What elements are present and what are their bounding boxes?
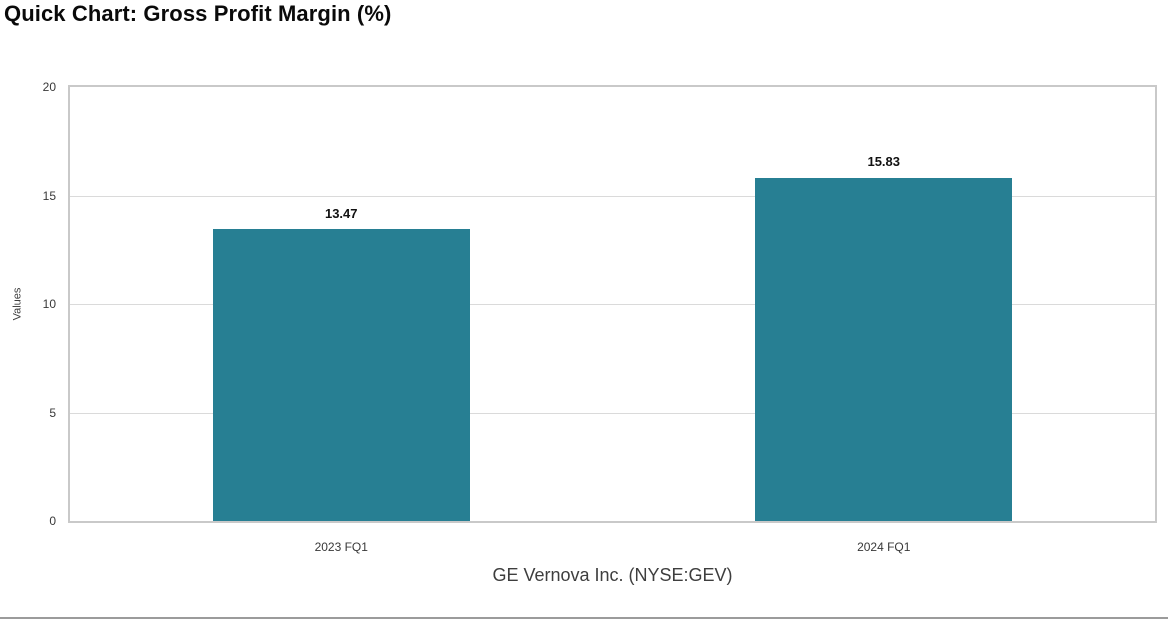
bottom-divider: [0, 617, 1168, 619]
x-axis-title: GE Vernova Inc. (NYSE:GEV): [492, 565, 733, 585]
bar-2024-fq1: [755, 177, 1013, 521]
y-tick-label-0: 0: [49, 514, 56, 528]
gridline-y-5: [70, 412, 1155, 414]
chart-title: Quick Chart: Gross Profit Margin (%): [4, 1, 392, 26]
bar-value-label-2024-fq1: 15.83: [867, 154, 901, 170]
bar-2023-fq1: [212, 228, 470, 521]
y-tick-label-5: 5: [49, 405, 56, 420]
y-tick-label-10: 10: [42, 297, 56, 311]
bar-value-label-2023-fq1: 13.47: [324, 205, 358, 221]
plot-area: [68, 85, 1157, 523]
y-tick-label-20: 20: [42, 80, 56, 94]
gridline-y-15: [70, 195, 1155, 197]
x-tick-label-2023-fq1: 2023 FQ1: [314, 540, 368, 554]
y-tick-label-15: 15: [42, 188, 56, 203]
x-tick-label-2024-fq1: 2024 FQ1: [857, 540, 911, 554]
gridline-y-10: [70, 304, 1155, 305]
